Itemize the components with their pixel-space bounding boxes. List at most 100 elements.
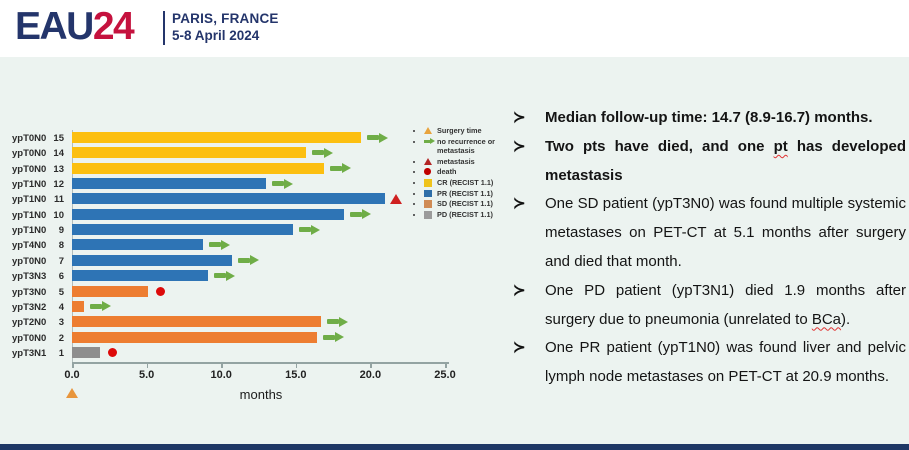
row-patient-number: 5	[58, 286, 64, 298]
bullet-arrow-icon: ≻	[513, 281, 526, 299]
legend-label: PD (RECIST 1.1)	[437, 210, 493, 220]
x-tick-label: 10.0	[210, 369, 232, 381]
row-patient-number: 15	[53, 133, 64, 144]
swimmer-row: ypT3N1 1	[0, 346, 510, 361]
x-axis: 0.0 5.0 10.0 15.0 20.0 25.0	[64, 362, 456, 381]
venue-location: PARIS, FRANCE	[172, 11, 279, 26]
no-recurrence-arrow-icon	[330, 163, 352, 174]
response-square-icon-pr	[424, 189, 432, 198]
venue-dates: 5-8 April 2024	[172, 28, 260, 43]
swimmer-row: ypT3N0 5	[0, 285, 510, 300]
row-stage-label: ypT3N1	[12, 347, 47, 359]
row-patient-number: 14	[53, 148, 64, 160]
legend-label: CR (RECIST 1.1)	[437, 178, 494, 188]
legend-label: metastasis	[437, 156, 475, 166]
legend-item: no recurrence or metastasis	[424, 137, 510, 155]
legend-label: SD (RECIST 1.1)	[437, 199, 493, 209]
no-recurrence-arrow-icon	[322, 332, 345, 343]
row-patient-number: 8	[58, 240, 64, 252]
row-patient-number: 1	[58, 347, 64, 359]
x-axis-label: months	[239, 387, 283, 402]
legend-label: death	[437, 167, 457, 177]
surgery-time-triangle-icon	[66, 388, 78, 398]
surgery-time-triangle-icon	[424, 127, 432, 134]
row-patient-number: 11	[53, 194, 64, 206]
x-tick-mark	[445, 364, 447, 368]
legend-item: SD (RECIST 1.1)	[424, 199, 510, 208]
row-stage-label: ypT2N0	[12, 317, 47, 329]
no-recurrence-arrow-icon	[89, 301, 112, 312]
swimmer-row: ypT0N0 15	[0, 131, 510, 146]
bullet-item: ≻ Two pts have died, and one pt has devel…	[508, 133, 909, 191]
no-recurrence-arrow-icon	[367, 132, 389, 143]
swimmer-bar-cr	[72, 162, 325, 174]
bullet-text: Two pts have died, and one	[545, 137, 774, 155]
swimmer-bar-sd	[72, 300, 84, 312]
swimmer-bar-pr	[72, 178, 266, 190]
no-recurrence-arrow-icon	[424, 137, 435, 145]
eau24-logo: EAU24	[15, 5, 135, 48]
death-dot-icon	[424, 168, 431, 175]
bullet-text: One PR patient (ypT1N0) was found liver …	[545, 339, 906, 386]
swimmer-row: ypT1N0 10	[0, 208, 510, 223]
row-patient-number: 2	[58, 332, 64, 344]
metastasis-triangle-icon	[424, 157, 432, 165]
swimmer-bar-pr	[72, 239, 204, 251]
swimmer-bar-cr	[72, 147, 307, 159]
row-patient-number: 9	[58, 225, 64, 237]
swimmer-bar-pr	[72, 254, 232, 266]
no-recurrence-arrow-icon	[237, 255, 260, 266]
x-tick-mark	[72, 364, 74, 368]
no-recurrence-arrow-icon	[298, 224, 321, 235]
row-patient-number: 12	[53, 179, 64, 191]
bullet-item: ≻ One SD patient (ypT3N0) was found multi…	[508, 190, 909, 276]
x-tick-label: 20.0	[359, 369, 382, 381]
legend-label: PR (RECIST 1.1)	[437, 188, 493, 198]
row-stage-label: ypT3N0	[12, 286, 47, 298]
death-dot-icon	[108, 347, 118, 357]
row-patient-number: 13	[53, 163, 64, 175]
header-band: EAU24 PARIS, FRANCE 5-8 April 2024	[0, 0, 909, 57]
response-square-icon-sd	[424, 200, 432, 208]
swimmer-row: ypT0N0 2	[0, 331, 510, 346]
bullet-text: One PD patient (ypT3N1) died 1.9 months …	[545, 281, 906, 328]
bullet-arrow-icon: ≻	[513, 137, 526, 155]
row-patient-number: 10	[53, 209, 64, 221]
bullet-text: Median follow-up time: 14.7 (8.9-16.7) m…	[545, 109, 873, 126]
logo-divider	[163, 11, 165, 45]
bullet-text: One SD patient (ypT3N0) was found multip…	[545, 195, 906, 270]
x-tick-label: 5.0	[138, 369, 155, 381]
swimmer-plot: ypT0N0 15 ypT0N0 14 ypT0N0 13 ypT1N0 12 ypT1N0 11…	[0, 100, 510, 444]
swimmer-bar-pr	[72, 224, 293, 236]
x-tick-mark	[370, 364, 372, 368]
swimmer-row: ypT3N3 6	[0, 269, 510, 284]
x-tick-mark	[221, 364, 223, 368]
swimmer-row: ypT1N0 12	[0, 177, 510, 192]
no-recurrence-arrow-icon	[209, 239, 231, 250]
no-recurrence-arrow-icon	[349, 209, 372, 220]
logo-eau-text: EAU	[15, 5, 94, 48]
swimmer-row: ypT3N2 4	[0, 300, 510, 315]
row-stage-label: ypT0N0	[12, 163, 47, 175]
x-tick-label: 25.0	[434, 369, 456, 381]
row-stage-label: ypT0N0	[12, 332, 47, 344]
swimmer-row: ypT2N0 3	[0, 315, 510, 330]
no-recurrence-arrow-icon	[271, 178, 294, 189]
swimmer-bar-pr	[72, 270, 208, 282]
row-stage-label: ypT1N0	[12, 225, 47, 237]
legend-item: metastasis	[424, 157, 510, 166]
bullet-arrow-icon: ≻	[513, 109, 526, 126]
chart-legend: Surgery timeno recurrence or metastasism…	[424, 126, 510, 221]
bullet-item: ≻ One PR patient (ypT1N0) was found liver…	[508, 334, 909, 392]
row-stage-label: ypT1N0	[12, 194, 47, 206]
swimmer-bar-pr	[72, 208, 344, 220]
legend-item: CR (RECIST 1.1)	[424, 178, 510, 187]
bullet-arrow-icon: ≻	[513, 195, 526, 213]
row-stage-label: ypT3N3	[12, 271, 47, 283]
x-tick-label: 15.0	[285, 369, 307, 381]
legend-item: death	[424, 167, 510, 176]
row-patient-number: 7	[58, 255, 64, 267]
row-stage-label: ypT1N0	[12, 179, 47, 191]
bullet-text: has developed metastasis	[545, 137, 906, 184]
venue-block: PARIS, FRANCE 5-8 April 2024	[172, 10, 279, 44]
